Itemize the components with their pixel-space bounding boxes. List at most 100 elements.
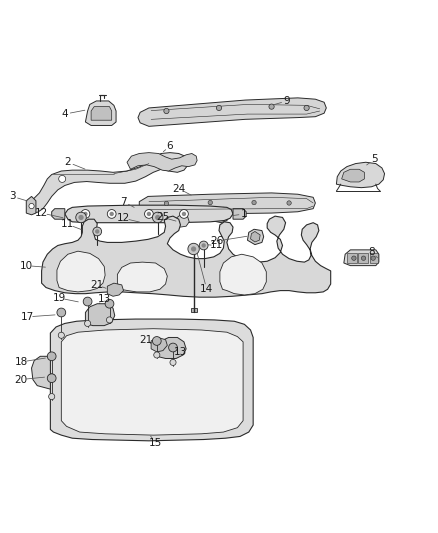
Text: 19: 19 (53, 293, 66, 303)
Circle shape (361, 256, 366, 260)
Circle shape (208, 200, 212, 205)
Circle shape (76, 212, 86, 223)
Circle shape (152, 212, 163, 223)
Circle shape (78, 215, 84, 220)
Text: 1: 1 (241, 209, 248, 219)
Text: 21: 21 (91, 280, 104, 290)
Text: 6: 6 (166, 141, 173, 151)
Polygon shape (220, 254, 266, 295)
Circle shape (188, 243, 199, 255)
Circle shape (155, 215, 160, 220)
Polygon shape (139, 193, 315, 215)
Circle shape (107, 209, 116, 219)
Circle shape (83, 212, 88, 216)
Circle shape (110, 212, 114, 216)
Circle shape (269, 104, 274, 109)
Polygon shape (138, 98, 326, 126)
Text: 26: 26 (210, 236, 223, 246)
Polygon shape (50, 319, 253, 441)
Circle shape (352, 256, 356, 260)
Circle shape (47, 352, 56, 361)
Circle shape (57, 308, 66, 317)
Text: 15: 15 (149, 438, 162, 448)
Circle shape (49, 393, 55, 400)
Text: 18: 18 (14, 357, 28, 367)
Text: 13: 13 (174, 347, 187, 357)
Circle shape (106, 317, 113, 323)
Circle shape (85, 320, 91, 327)
Text: 4: 4 (61, 109, 68, 119)
Polygon shape (336, 162, 385, 188)
Text: 2: 2 (64, 157, 71, 167)
Circle shape (304, 106, 309, 110)
Text: 20: 20 (14, 375, 28, 384)
Polygon shape (85, 304, 115, 326)
Text: 11: 11 (210, 240, 223, 251)
Polygon shape (91, 107, 112, 120)
Text: 12: 12 (117, 213, 130, 223)
Circle shape (164, 108, 169, 114)
Circle shape (164, 201, 169, 206)
Polygon shape (215, 211, 226, 219)
Polygon shape (251, 231, 260, 242)
Circle shape (147, 212, 151, 216)
Text: 3: 3 (9, 191, 16, 201)
Polygon shape (344, 250, 379, 265)
Polygon shape (175, 215, 189, 227)
Text: 24: 24 (172, 183, 185, 193)
Polygon shape (127, 152, 197, 171)
Polygon shape (65, 205, 233, 223)
Polygon shape (211, 207, 230, 223)
Circle shape (29, 204, 34, 209)
Polygon shape (347, 253, 357, 263)
Polygon shape (191, 308, 197, 312)
Circle shape (105, 300, 114, 308)
Polygon shape (61, 329, 243, 435)
Text: 14: 14 (200, 284, 213, 294)
Circle shape (49, 374, 55, 380)
Circle shape (252, 200, 256, 205)
Text: 10: 10 (20, 261, 33, 271)
Polygon shape (26, 197, 36, 215)
Circle shape (83, 297, 92, 306)
Polygon shape (32, 356, 50, 389)
Polygon shape (157, 337, 186, 359)
Text: 13: 13 (98, 294, 111, 304)
Polygon shape (52, 209, 65, 219)
Polygon shape (370, 253, 378, 263)
Text: 12: 12 (35, 208, 48, 218)
Circle shape (47, 374, 56, 383)
Circle shape (169, 343, 177, 352)
Circle shape (58, 332, 64, 338)
Text: 7: 7 (120, 197, 127, 207)
Text: 17: 17 (21, 312, 34, 322)
Circle shape (180, 209, 188, 219)
Circle shape (216, 106, 222, 110)
Circle shape (81, 209, 90, 219)
Polygon shape (247, 229, 264, 245)
Circle shape (59, 175, 66, 182)
Polygon shape (342, 169, 364, 182)
Text: 8: 8 (368, 247, 375, 257)
Circle shape (152, 336, 161, 345)
Text: 25: 25 (156, 213, 170, 222)
Circle shape (93, 227, 102, 236)
Circle shape (287, 201, 291, 205)
Polygon shape (57, 251, 105, 292)
Circle shape (95, 229, 99, 233)
Circle shape (201, 243, 206, 248)
Polygon shape (117, 262, 167, 292)
Text: 9: 9 (283, 96, 290, 106)
Circle shape (170, 359, 176, 366)
Polygon shape (233, 209, 246, 219)
Text: 11: 11 (61, 220, 74, 229)
Circle shape (182, 212, 186, 216)
Polygon shape (151, 337, 167, 352)
Circle shape (145, 209, 153, 219)
Polygon shape (107, 283, 124, 296)
Circle shape (199, 241, 208, 250)
Circle shape (191, 246, 196, 252)
Polygon shape (358, 253, 368, 263)
Circle shape (154, 352, 160, 358)
Text: 5: 5 (371, 154, 378, 164)
